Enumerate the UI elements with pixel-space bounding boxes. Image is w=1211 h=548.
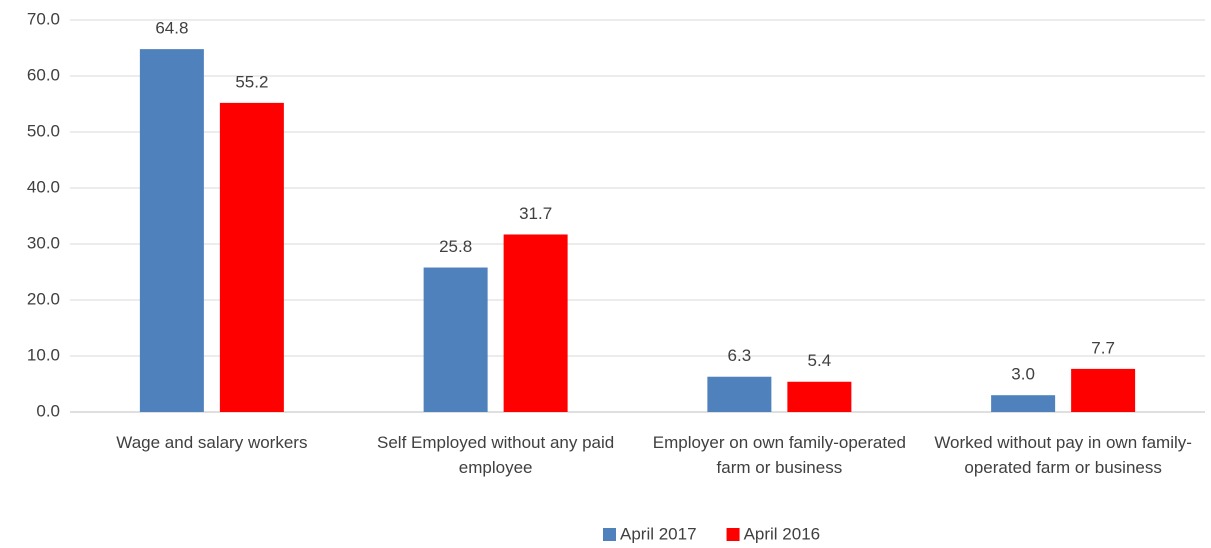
legend-label: April 2017 — [620, 524, 697, 543]
data-label: 64.8 — [155, 19, 188, 38]
data-label: 5.4 — [808, 351, 832, 370]
bar — [503, 234, 568, 412]
y-tick-label: 20.0 — [27, 289, 60, 308]
y-tick-label: 40.0 — [27, 177, 60, 196]
y-tick-label: 50.0 — [27, 121, 60, 140]
data-label: 3.0 — [1011, 365, 1035, 384]
bar — [139, 49, 204, 413]
y-tick-label: 60.0 — [27, 65, 60, 84]
data-label: 7.7 — [1091, 338, 1115, 357]
x-tick-label: Self Employed without any paid employee — [377, 433, 615, 477]
bar — [787, 381, 852, 412]
y-tick-label: 10.0 — [27, 345, 60, 364]
data-label: 31.7 — [519, 204, 552, 223]
x-tick-label: Employer on own family-operated farm or … — [652, 433, 906, 477]
legend-swatch — [603, 528, 616, 541]
legend-swatch — [726, 528, 740, 541]
y-tick-label: 0.0 — [36, 401, 60, 420]
legend-label: April 2016 — [744, 524, 821, 543]
bar — [1071, 368, 1136, 412]
bar — [707, 376, 772, 412]
data-label: 25.8 — [439, 237, 472, 256]
y-tick-label: 30.0 — [27, 233, 60, 252]
x-tick-label: Wage and salary workers — [116, 433, 308, 452]
data-label: 55.2 — [235, 72, 268, 91]
y-tick-label: 70.0 — [27, 9, 60, 28]
data-label: 6.3 — [728, 346, 752, 365]
bar — [219, 102, 284, 412]
bar — [991, 395, 1056, 412]
bar — [423, 267, 488, 412]
x-tick-label: Worked without pay in own family-operate… — [934, 433, 1192, 477]
